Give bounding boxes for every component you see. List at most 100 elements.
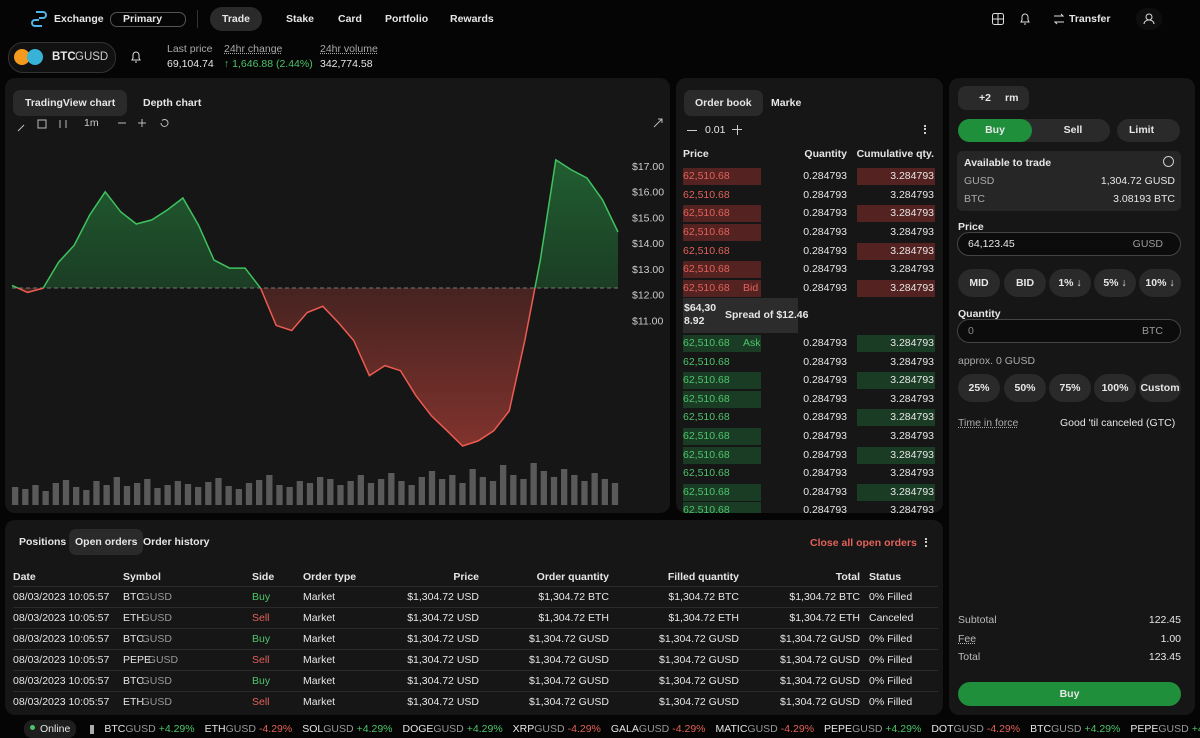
- orderbook-panel: Order book Marke 0.01 Price Quantity Cumulati…: [676, 78, 943, 513]
- ticker-item[interactable]: SOLGUSD +4.29%: [302, 722, 392, 736]
- nav-tab[interactable]: Rewards: [450, 13, 494, 25]
- chart-tab[interactable]: Depth chart: [143, 97, 202, 109]
- row-divider: [13, 669, 938, 671]
- price-button[interactable]: BID: [1004, 269, 1046, 297]
- increment-value: 0.01: [705, 124, 726, 136]
- ticker-item[interactable]: GALAGUSD -4.29%: [611, 722, 706, 736]
- quantity-button[interactable]: Custom: [1139, 374, 1181, 402]
- orders-tab[interactable]: Open orders: [69, 529, 144, 555]
- nav-tab[interactable]: Portfolio: [385, 13, 429, 25]
- quantity-button[interactable]: 25%: [958, 374, 1000, 402]
- interval[interactable]: 1m: [84, 117, 99, 129]
- orders-menu[interactable]: [925, 538, 929, 547]
- symbol-quote: GUSD: [141, 632, 172, 645]
- nav-tab[interactable]: Stake: [286, 13, 315, 25]
- orders-tab[interactable]: Positions: [19, 536, 67, 548]
- tif-value[interactable]: Good 'til canceled (GTC): [1060, 417, 1176, 429]
- ask-row[interactable]: 62,510.68 0.284793 3.284793: [676, 167, 943, 185]
- order-type[interactable]: Limit: [1117, 119, 1180, 142]
- depth-bar: [683, 335, 761, 352]
- quantity-button[interactable]: 75%: [1049, 374, 1091, 402]
- volume-bar: [266, 475, 273, 505]
- row-price: 62,510.68: [683, 244, 730, 257]
- sell-side[interactable]: Sell: [1063, 124, 1083, 136]
- nav-tab[interactable]: Trade: [210, 7, 263, 31]
- price-button[interactable]: 5% ↓: [1094, 269, 1136, 297]
- transfer-link[interactable]: Transfer: [1069, 13, 1111, 25]
- ticker-base: MATIC: [715, 723, 748, 735]
- ticker-quote: GUSD: [125, 723, 156, 735]
- ask-row[interactable]: 62,510.68 0.284793 3.284793: [676, 223, 943, 241]
- notification-icon[interactable]: [1018, 12, 1032, 26]
- bid-row[interactable]: 62,510.68 0.284793 3.284793: [676, 464, 943, 482]
- bid-row[interactable]: 62,510.68 0.284793 3.284793: [676, 501, 943, 513]
- chart-tab[interactable]: TradingView chart: [13, 90, 128, 116]
- price-button[interactable]: 1% ↓: [1049, 269, 1091, 297]
- input-field[interactable]: 64,123.45 GUSD: [957, 232, 1181, 256]
- quantity-button[interactable]: 50%: [1004, 374, 1046, 402]
- row-quantity: 0.284793: [803, 374, 847, 387]
- ticker-item[interactable]: DOTGUSD -4.29%: [931, 722, 1020, 736]
- ask-row[interactable]: 62,510.68 0.284793 3.284793: [676, 204, 943, 223]
- increment[interactable]: [732, 123, 742, 137]
- ticker-item[interactable]: XRPGUSD -4.29%: [513, 722, 601, 736]
- approx-value: approx. 0 GUSD: [958, 355, 1036, 367]
- close-all[interactable]: Close all open orders: [810, 537, 917, 549]
- nav-tab[interactable]: Card: [338, 13, 362, 25]
- row-cumulative: 3.284793: [890, 170, 934, 182]
- ask-row[interactable]: 62,510.68 0.284793 3.284793: [676, 242, 943, 260]
- orderbook-menu[interactable]: [924, 125, 928, 134]
- price-button[interactable]: 10% ↓: [1139, 269, 1181, 297]
- add-funds[interactable]: [1163, 156, 1174, 167]
- transfer-icon[interactable]: [1052, 12, 1066, 26]
- form-tab[interactable]: +2: [979, 92, 991, 104]
- ask-label: Ask: [743, 337, 761, 349]
- bid-row[interactable]: 62,510.68 0.284793 3.284793: [676, 353, 943, 371]
- column-header: Cumulative qty.: [856, 148, 934, 160]
- ticker-quote: GUSD: [323, 723, 354, 735]
- order-date: 08/03/2023 10:05:57: [13, 674, 110, 687]
- buy-side[interactable]: Buy: [958, 119, 1032, 142]
- pair-selector[interactable]: BTC GUSD: [8, 42, 116, 73]
- account-button[interactable]: [1136, 8, 1162, 30]
- bid-row[interactable]: 62,510.68 0.284793 3.284793: [676, 390, 943, 408]
- depth-bar: [857, 372, 935, 390]
- orders-tab[interactable]: Order history: [143, 536, 210, 548]
- price-button[interactable]: MID: [958, 269, 1000, 297]
- ticker-item[interactable]: DOGEGUSD +4.29%: [403, 722, 503, 736]
- bid-row[interactable]: 62,510.68 0.284793 3.284793: [676, 446, 943, 464]
- volume-bar: [123, 486, 131, 505]
- ticker-base: GALA: [610, 723, 639, 735]
- form-tab[interactable]: rm: [1005, 92, 1019, 104]
- column-header[interactable]: Date: [13, 571, 36, 583]
- orderbook-tab[interactable]: Order book: [684, 90, 763, 116]
- submit-button[interactable]: Buy: [958, 682, 1181, 706]
- ticker-item[interactable]: PEPEGUSD+4.29%: [1130, 722, 1200, 736]
- ticker-change: -4.29%: [567, 723, 601, 735]
- ask-row[interactable]: 62,510.68 0.284793 3.284793 Bid: [676, 279, 943, 298]
- ask-row[interactable]: 62,510.68 0.284793 3.284793: [676, 186, 943, 204]
- ticker-item[interactable]: BTCGUSD +4.29%: [104, 722, 194, 736]
- alert-icon[interactable]: [129, 50, 143, 64]
- stat-label: 24hr volume: [320, 43, 378, 55]
- layout-icon[interactable]: [991, 12, 1005, 26]
- bid-row[interactable]: 62,510.68 0.284793 3.284793: [676, 483, 943, 501]
- account-select[interactable]: Primary: [110, 12, 186, 27]
- ticker-item[interactable]: BTCGUSD +4.29%: [1030, 722, 1120, 736]
- bid-row[interactable]: 62,510.68 0.284793 3.284793: [676, 371, 943, 390]
- ticker-item[interactable]: MATICGUSD -4.29%: [716, 722, 815, 736]
- bid-row[interactable]: 62,510.68 0.284793 3.284793 Ask: [676, 334, 943, 352]
- input-field[interactable]: 0 BTC: [957, 319, 1181, 343]
- ticker-change: +4.29%: [158, 723, 195, 735]
- quantity-button[interactable]: 100%: [1094, 374, 1136, 402]
- ticker-item[interactable]: PEPEGUSD+4.29%: [824, 722, 921, 736]
- order-date: 08/03/2023 10:05:57: [13, 653, 110, 666]
- bid-row[interactable]: 62,510.68 0.284793 3.284793: [676, 408, 943, 427]
- ask-row[interactable]: 62,510.68 0.284793 3.284793: [676, 260, 943, 279]
- row-quantity: 0.284793: [803, 392, 847, 405]
- orderbook-tab[interactable]: Marke: [771, 97, 802, 109]
- ticker-item[interactable]: ETHGUSD -4.29%: [205, 722, 293, 736]
- bid-row[interactable]: 62,510.68 0.284793 3.284793: [676, 427, 943, 445]
- decrement[interactable]: [687, 130, 697, 131]
